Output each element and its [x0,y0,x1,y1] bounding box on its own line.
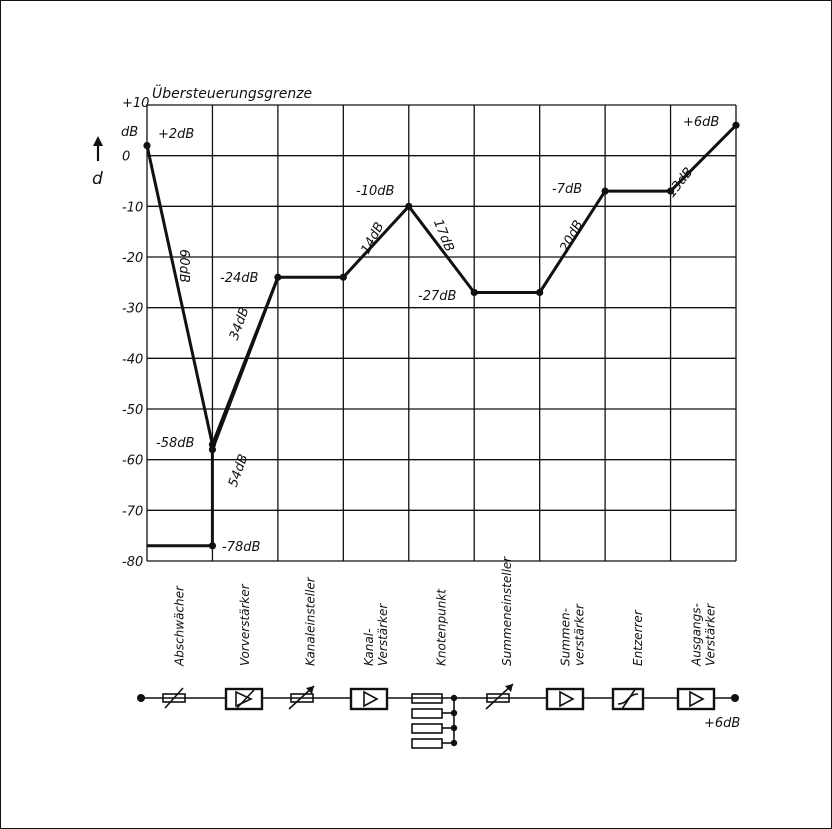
level-point [339,273,347,281]
y-tick-label: -70 [122,504,143,519]
point-label: +6dB [683,115,719,130]
y-axis-ticks: +10 0 -10 -20 -30 -40 -50 -60 -70 -80 [122,96,149,570]
y-tick-label: 0 [122,150,130,165]
level-points [143,121,740,550]
level-point [208,542,217,550]
master-fader-symbol [485,683,514,710]
point-label: -78dB [222,540,260,555]
stage-label: Ausgangs- [689,603,703,667]
y-tick-label: -20 [122,251,143,266]
gain-label: 14dB [358,220,387,257]
level-point [274,273,282,281]
stage-label: Verstärker [376,603,390,666]
output-amp-symbol [676,687,716,711]
point-labels: +2dB -58dB -78dB -24dB -10dB -27dB -7dB +6dB [156,115,719,555]
gain-label: 60dB [176,249,191,283]
stage-label: Kanal- [362,629,376,666]
input-terminal [137,694,145,702]
point-label: -58dB [156,436,194,451]
y-tick-label: -60 [122,454,143,469]
stage-label: Vorverstärker [238,583,252,666]
level-point [732,121,740,129]
stage-label: Summen- [558,608,572,666]
point-label: -27dB [418,289,456,304]
y-tick-label: -50 [122,403,143,418]
equalizer-symbol [611,687,645,711]
y-tick-label: +10 [122,96,149,111]
level-point [208,440,217,449]
y-tick-label: -80 [122,555,143,570]
y-axis-label: d [92,169,103,189]
stage-label: Kanaleinsteller [304,576,318,666]
level-point [666,187,675,195]
channel-amp-symbol [349,687,389,711]
gain-label: 34dB [227,305,253,342]
y-axis-unit: dB [121,125,138,140]
stage-label: Verstärker [703,603,717,666]
stage-label: verstärker [572,603,586,666]
output-level-label: +6dB [704,716,740,731]
output-terminal [731,694,739,702]
level-point [601,187,609,195]
level-point [470,288,478,297]
attenuator-symbol [162,687,186,709]
preamp-symbol [224,687,264,711]
point-label: -24dB [220,271,258,286]
chart-title: Übersteuerungsgrenze [152,84,312,102]
sum-amp-symbol [545,687,585,711]
point-label: -10dB [356,184,394,199]
stage-label: Abschwächer [173,585,187,667]
stage-labels: Abschwächer Vorverstärker Kanaleinsteller K… [173,556,718,667]
channel-fader-symbol [288,685,315,710]
level-point [143,141,151,150]
gain-label: 20dB [557,218,586,255]
level-point [405,202,413,210]
point-label: -7dB [552,182,582,197]
arrow-up-icon-head [93,136,103,146]
chart-grid [146,104,737,562]
level-curves [145,124,738,548]
level-point [536,288,544,297]
signal-chain: +6dB [137,683,740,749]
gain-label: 54dB [226,452,252,489]
gain-label: 17dB [430,217,457,254]
point-label: +2dB [158,127,194,142]
stage-label: Knotenpunkt [435,588,449,666]
y-tick-label: -40 [122,352,143,367]
y-tick-label: -10 [122,200,143,215]
level-curve [147,276,280,548]
stage-label: Summeneinsteller [500,556,514,666]
level-point [208,445,217,454]
summing-node-symbol [411,693,458,749]
stage-label: Entzerrer [631,609,645,666]
y-tick-label: -30 [122,302,143,317]
